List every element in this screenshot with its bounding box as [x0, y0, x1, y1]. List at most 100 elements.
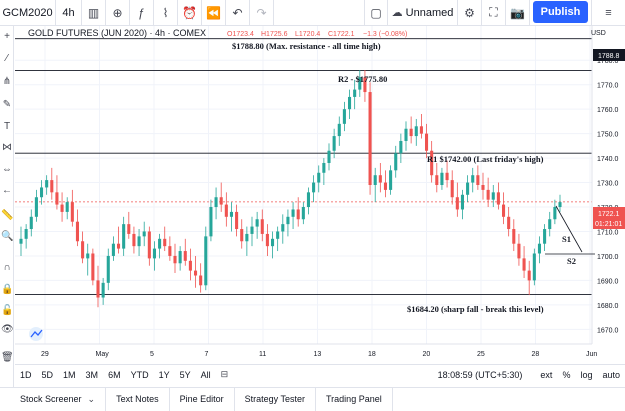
- templates-icon[interactable]: ⌇: [154, 0, 178, 26]
- scale-option[interactable]: %: [562, 369, 571, 380]
- candle-body: [527, 270, 531, 281]
- range-button-3m[interactable]: 3M: [85, 369, 99, 380]
- time-tick-label: 18: [368, 351, 376, 358]
- layout-name-label: Unnamed: [405, 6, 454, 19]
- candle-body: [358, 77, 362, 90]
- candles-style-icon[interactable]: ▥: [82, 0, 106, 26]
- magnet-icon[interactable]: ∩: [3, 262, 11, 273]
- indicators-icon[interactable]: ƒ: [130, 0, 154, 26]
- text-icon[interactable]: T: [3, 121, 11, 132]
- lock-icon[interactable]: 🔒: [1, 284, 14, 295]
- candle-body: [522, 258, 526, 271]
- ohlc-open: O1723.4: [227, 31, 254, 38]
- chart-area[interactable]: 1780.01770.01760.01750.01740.01730.01720…: [15, 26, 625, 364]
- candle-body: [342, 109, 346, 124]
- current-price-tag: [593, 207, 625, 229]
- brush-icon[interactable]: ✎: [2, 99, 12, 110]
- candle-body: [312, 182, 316, 193]
- redo-icon[interactable]: ↷: [250, 0, 274, 26]
- candle-body: [183, 251, 187, 261]
- tab-stock-screener[interactable]: Stock Screener ⌄: [0, 387, 107, 411]
- settings-icon[interactable]: ⚙: [458, 0, 482, 26]
- candle-body: [404, 128, 408, 141]
- tab-text-notes[interactable]: Text Notes: [106, 387, 170, 411]
- candle-body: [214, 197, 218, 208]
- goto-date-icon[interactable]: ⊟: [220, 369, 229, 379]
- zoom-icon[interactable]: 🔍: [1, 231, 14, 242]
- tab-trading-panel[interactable]: Trading Panel: [316, 387, 393, 411]
- s1-trend-line[interactable]: [555, 205, 583, 253]
- pattern-icon[interactable]: ⋈: [2, 142, 12, 153]
- ohlc-low: L1720.4: [295, 31, 320, 38]
- layout-icon[interactable]: ▢: [364, 0, 388, 26]
- price-chart: 1780.01770.01760.01750.01740.01730.01720…: [15, 26, 625, 358]
- lock-drawings-icon[interactable]: 🔓: [1, 305, 14, 316]
- range-button-6m[interactable]: 6M: [108, 369, 121, 380]
- candle-body: [229, 211, 234, 217]
- back-icon[interactable]: ←: [2, 185, 12, 196]
- range-button-1d[interactable]: 1D: [20, 369, 32, 380]
- candle-body: [65, 202, 69, 212]
- alert-icon[interactable]: ⏰: [178, 0, 202, 26]
- more-icon[interactable]: ≡: [591, 0, 625, 26]
- candle-body: [327, 150, 331, 163]
- candle-body: [368, 92, 372, 185]
- candle-body: [70, 202, 74, 222]
- range-button-5d[interactable]: 5D: [41, 369, 54, 380]
- symbol-search[interactable]: GCM2020: [0, 0, 56, 26]
- undo-icon[interactable]: ↶: [226, 0, 250, 26]
- tab-strategy-tester[interactable]: Strategy Tester: [235, 387, 317, 411]
- time-tick-label: Jun: [586, 351, 597, 358]
- time-readout: 18:08:59 (UTC+5:30): [437, 369, 523, 380]
- grid: [15, 26, 592, 344]
- delete-icon[interactable]: 🗑: [1, 352, 14, 363]
- trend-line-icon[interactable]: ⁄: [6, 53, 8, 64]
- candle-body: [55, 192, 59, 205]
- price-tick-label: 1730.0: [597, 181, 619, 188]
- compare-icon[interactable]: ⊕: [106, 0, 130, 26]
- range-button-all[interactable]: All: [200, 369, 211, 380]
- interval-button[interactable]: 4h: [56, 0, 82, 26]
- publish-button[interactable]: Publish: [533, 1, 588, 23]
- candle-body: [322, 162, 326, 173]
- cloud-icon: ☁: [391, 7, 403, 19]
- current-price-label: 1722.1: [598, 211, 620, 218]
- top-toolbar: GCM2020 4h ▥ ⊕ ƒ ⌇ ⏰ ⏪ ↶ ↷ ▢ ☁ Unnamed ⚙ …: [0, 0, 625, 26]
- snapshot-icon[interactable]: 📷: [506, 0, 530, 26]
- time-tick-label: 11: [259, 351, 266, 358]
- time-tick-label: 25: [477, 351, 485, 358]
- candle-body: [168, 246, 172, 256]
- candle-body: [543, 229, 547, 244]
- range-button-ytd[interactable]: YTD: [130, 369, 149, 380]
- fullscreen-icon[interactable]: ⛶: [482, 0, 506, 26]
- pitchfork-icon[interactable]: ⋔: [2, 76, 12, 87]
- candle-body: [270, 238, 275, 247]
- scale-option[interactable]: log: [580, 369, 593, 380]
- scale-option[interactable]: ext: [540, 369, 553, 380]
- layout-name[interactable]: ☁ Unnamed: [388, 0, 458, 26]
- scale-option[interactable]: auto: [602, 369, 620, 380]
- candle-body: [512, 229, 516, 244]
- candle-body: [553, 207, 557, 220]
- horizontal-lines: [15, 38, 592, 296]
- ruler-icon[interactable]: 📏: [1, 210, 14, 221]
- crosshair-icon[interactable]: +: [4, 31, 10, 42]
- prediction-icon[interactable]: ⇔: [2, 164, 12, 175]
- time-tick-label: 13: [314, 351, 322, 358]
- range-button-1y[interactable]: 1Y: [158, 369, 170, 380]
- tradingview-logo: [29, 327, 43, 341]
- candle-body: [219, 197, 223, 205]
- tab-pine-editor[interactable]: Pine Editor: [170, 387, 235, 411]
- candle-body: [353, 89, 357, 97]
- candle-body: [399, 140, 403, 154]
- tab-text-notes-label: Text Notes: [116, 394, 159, 404]
- replay-icon[interactable]: ⏪: [202, 0, 226, 26]
- visibility-icon[interactable]: 👁: [1, 324, 14, 335]
- candle-body: [152, 248, 157, 259]
- price-tick-label: 1780.0: [597, 58, 619, 65]
- candle-body: [39, 187, 44, 198]
- annotation-s2: S2: [567, 256, 576, 266]
- candle-body: [19, 238, 23, 244]
- range-button-5y[interactable]: 5Y: [179, 369, 191, 380]
- range-button-1m[interactable]: 1M: [63, 369, 76, 380]
